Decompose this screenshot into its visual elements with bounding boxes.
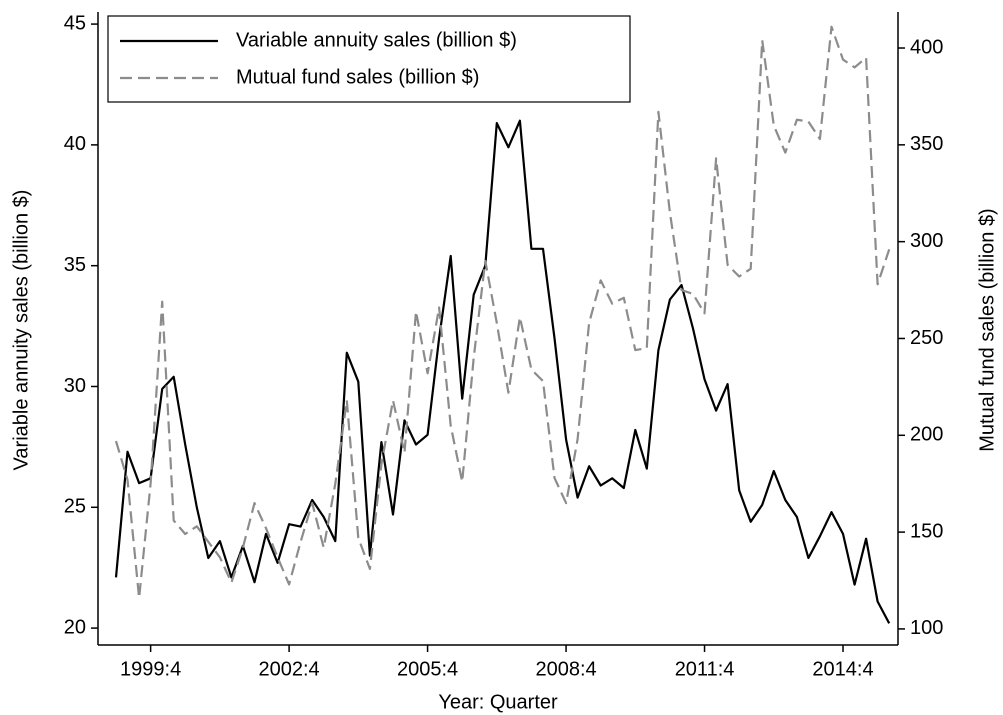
x-tick-label: 1999:4: [120, 658, 181, 680]
y2-tick-label: 200: [910, 424, 943, 446]
x-tick-label: 2002:4: [259, 658, 320, 680]
y-tick-label: 45: [64, 12, 86, 34]
y2-tick-label: 100: [910, 617, 943, 639]
x-axis-title: Year: Quarter: [438, 691, 558, 713]
y2-tick-label: 350: [910, 133, 943, 155]
y-tick-label: 30: [64, 375, 86, 397]
series-line: [114, 119, 891, 624]
y-tick-label: 40: [64, 133, 86, 155]
x-tick-label: 2008:4: [535, 658, 596, 680]
y-axis-title: Variable annuity sales (billion $): [10, 190, 32, 471]
x-tick-label: 2005:4: [397, 658, 458, 680]
legend-label: Mutual fund sales (billion $): [236, 66, 479, 88]
y-tick-label: 25: [64, 496, 86, 518]
y2-tick-label: 150: [910, 520, 943, 542]
y-tick-label: 35: [64, 254, 86, 276]
y2-tick-label: 250: [910, 327, 943, 349]
y2-tick-label: 400: [910, 36, 943, 58]
y-tick-label: 20: [64, 616, 86, 638]
y2-tick-label: 300: [910, 230, 943, 252]
y2-axis-title: Mutual fund sales (billion $): [976, 208, 998, 451]
legend-label: Variable annuity sales (billion $): [236, 29, 517, 51]
legend-box: [107, 15, 631, 103]
x-tick-label: 2014:4: [812, 658, 873, 680]
x-tick-label: 2011:4: [675, 658, 735, 680]
series-line: [114, 25, 891, 599]
